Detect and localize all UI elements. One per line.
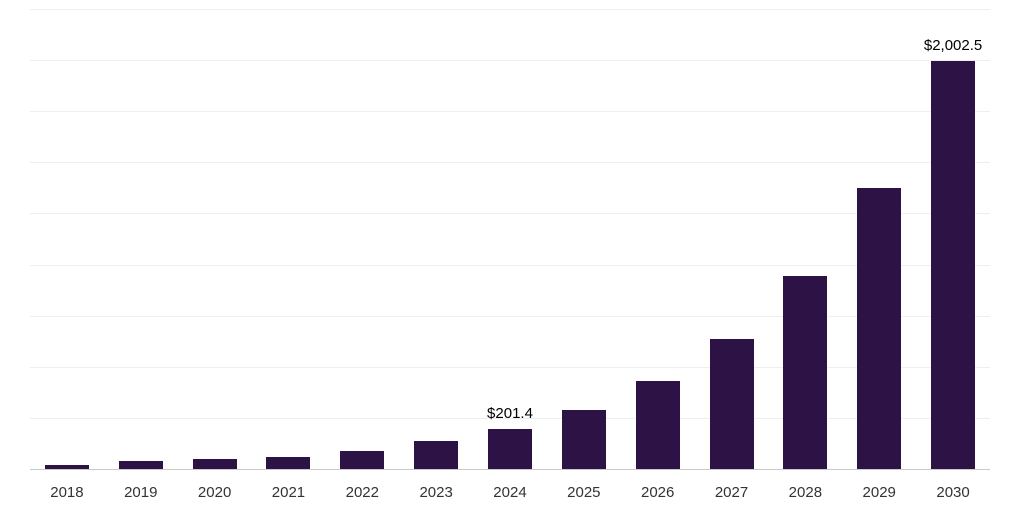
bar-2023 — [414, 441, 459, 470]
bar-2030 — [931, 60, 976, 470]
bar-2025 — [561, 409, 606, 470]
x-tick-2030: 2030 — [936, 484, 970, 501]
bar-slot-2020 — [178, 10, 252, 470]
x-tick-2023: 2023 — [419, 484, 453, 501]
bar-2028 — [783, 275, 828, 470]
bar-series: $201.4 $2,002.5 — [30, 10, 990, 470]
data-label-2024: $201.4 — [487, 404, 533, 422]
bar-2024 — [487, 428, 532, 470]
bar-slot-2019 — [104, 10, 178, 470]
bar-2027 — [709, 339, 754, 470]
bar-slot-2027 — [695, 10, 769, 470]
bar-slot-2030: $2,002.5 — [916, 10, 990, 470]
x-tick-2024: 2024 — [493, 484, 527, 501]
x-tick-2018: 2018 — [50, 484, 84, 501]
bar-slot-2022 — [325, 10, 399, 470]
gridline — [30, 417, 990, 419]
bar-2019 — [118, 460, 163, 470]
bar-slot-2029 — [842, 10, 916, 470]
x-tick-2025: 2025 — [567, 484, 601, 501]
x-tick-2027: 2027 — [714, 484, 749, 501]
bar-2029 — [857, 187, 902, 470]
gridline — [30, 60, 990, 62]
bar-slot-2021 — [252, 10, 326, 470]
gridline — [30, 366, 990, 368]
x-tick-2022: 2022 — [345, 484, 379, 501]
bar-slot-2023 — [399, 10, 473, 470]
bar-2021 — [266, 457, 311, 470]
gridline — [30, 9, 990, 10]
x-tick-2021: 2021 — [271, 484, 306, 501]
bar-2026 — [635, 380, 680, 470]
data-label-2030: $2,002.5 — [923, 36, 983, 54]
bar-2018 — [44, 464, 89, 470]
x-tick-2026: 2026 — [640, 484, 675, 501]
x-tick-2028: 2028 — [788, 484, 823, 501]
bar-slot-2024: $201.4 — [473, 10, 547, 470]
x-axis-line — [30, 469, 990, 470]
bar-slot-2028 — [768, 10, 842, 470]
x-axis-labels: 2018 2019 2020 2021 2022 2023 2024 2025 2026 2027… — [30, 470, 990, 512]
bar-slot-2018 — [30, 10, 104, 470]
gridline — [30, 264, 990, 266]
gridline — [30, 213, 990, 215]
bar-2022 — [340, 451, 385, 470]
x-tick-2029: 2029 — [862, 484, 896, 501]
gridline — [30, 162, 990, 164]
plot-area: $201.4 $2,002.5 — [30, 9, 990, 470]
gridline — [30, 111, 990, 113]
bar-slot-2026 — [621, 10, 695, 470]
bar-2020 — [192, 458, 237, 470]
gridline — [30, 315, 990, 317]
x-tick-2019: 2019 — [124, 484, 158, 501]
bar-slot-2025 — [547, 10, 621, 470]
x-tick-2020: 2020 — [197, 484, 232, 501]
